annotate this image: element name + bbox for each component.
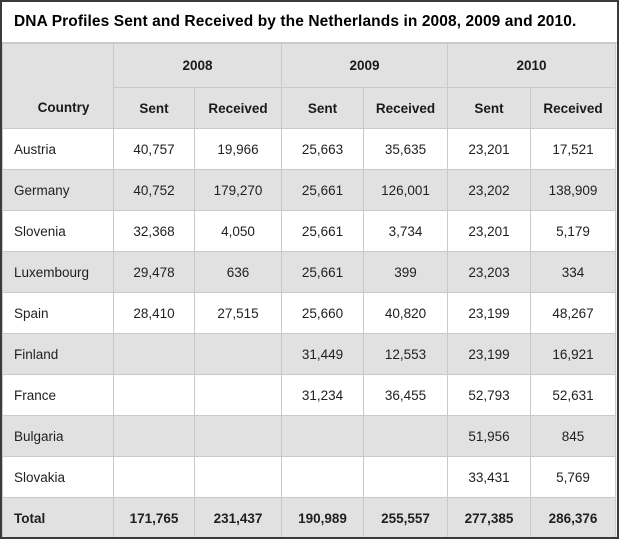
value-cell xyxy=(193,456,283,498)
value-cell: 27,515 xyxy=(193,292,283,334)
value-cell: 23,203 xyxy=(447,251,532,293)
table-row-slovenia: Slovenia 32,368 4,050 25,661 3,734 23,201 5,17… xyxy=(2,210,617,252)
value-cell: 255,557 xyxy=(363,497,449,537)
value-cell: 32,368 xyxy=(113,210,195,252)
value-cell xyxy=(363,415,449,457)
value-cell xyxy=(113,333,195,375)
value-cell: 12,553 xyxy=(363,333,449,375)
value-cell: 286,376 xyxy=(530,497,617,537)
value-cell: 31,234 xyxy=(281,374,365,416)
table-row-austria: Austria 40,757 19,966 25,663 35,635 23,201 17,… xyxy=(2,128,617,170)
sent-header-2008: Sent xyxy=(113,87,195,129)
value-cell: 23,202 xyxy=(447,169,532,211)
received-header-2008: Received xyxy=(193,87,283,129)
table-row-germany: Germany 40,752 179,270 25,661 126,001 23,202 1… xyxy=(2,169,617,211)
year-header-row: Country 2008 2009 2010 xyxy=(2,43,617,129)
value-cell: 17,521 xyxy=(530,128,617,170)
value-cell: 636 xyxy=(193,251,283,293)
value-cell: 4,050 xyxy=(193,210,283,252)
value-cell: 33,431 xyxy=(447,456,532,498)
value-cell: 5,179 xyxy=(530,210,617,252)
country-cell: Germany xyxy=(2,169,114,211)
value-cell: 399 xyxy=(363,251,449,293)
value-cell: 40,820 xyxy=(363,292,449,334)
value-cell xyxy=(193,415,283,457)
value-cell xyxy=(193,374,283,416)
value-cell: 23,201 xyxy=(447,128,532,170)
year-header-2010: 2010 xyxy=(447,43,617,88)
value-cell: 23,201 xyxy=(447,210,532,252)
table-row-total: Total 171,765 231,437 190,989 255,557 277,385… xyxy=(2,497,617,537)
value-cell: 25,661 xyxy=(281,251,365,293)
table-row-slovakia: Slovakia 33,431 5,769 xyxy=(2,456,617,498)
value-cell: 35,635 xyxy=(363,128,449,170)
value-cell xyxy=(113,456,195,498)
sub-header-row: Sent Received Sent Received Sent Receive… xyxy=(3,87,617,129)
value-cell: 138,909 xyxy=(530,169,617,211)
country-cell: Slovakia xyxy=(2,456,114,498)
value-cell: 52,631 xyxy=(530,374,617,416)
value-cell: 3,734 xyxy=(363,210,449,252)
value-cell: 171,765 xyxy=(113,497,195,537)
country-cell: Finland xyxy=(2,333,114,375)
dna-profiles-table: Country 2008 2009 2010 Sent Received Sen… xyxy=(2,43,617,537)
country-column-header: Country xyxy=(2,43,114,129)
value-cell: 231,437 xyxy=(193,497,283,537)
country-cell: Luxembourg xyxy=(2,251,114,293)
value-cell xyxy=(281,415,365,457)
country-cell: France xyxy=(2,374,114,416)
value-cell: 19,966 xyxy=(193,128,283,170)
value-cell: 25,661 xyxy=(281,169,365,211)
received-header-2010: Received xyxy=(530,87,617,129)
value-cell: 36,455 xyxy=(363,374,449,416)
value-cell: 334 xyxy=(530,251,617,293)
value-cell: 16,921 xyxy=(530,333,617,375)
country-cell: Slovenia xyxy=(2,210,114,252)
country-cell: Bulgaria xyxy=(2,415,114,457)
value-cell: 48,267 xyxy=(530,292,617,334)
value-cell: 277,385 xyxy=(447,497,532,537)
year-header-2009: 2009 xyxy=(281,43,449,88)
table-row-bulgaria: Bulgaria 51,956 845 xyxy=(2,415,617,457)
country-cell: Spain xyxy=(2,292,114,334)
value-cell: 5,769 xyxy=(530,456,617,498)
year-header-2008: 2008 xyxy=(112,43,283,88)
value-cell: 23,199 xyxy=(447,292,532,334)
value-cell: 190,989 xyxy=(281,497,365,537)
value-cell xyxy=(113,415,195,457)
page-title: DNA Profiles Sent and Received by the Ne… xyxy=(2,2,617,43)
value-cell: 28,410 xyxy=(113,292,195,334)
value-cell: 40,752 xyxy=(113,169,195,211)
value-cell: 31,449 xyxy=(281,333,365,375)
value-cell: 29,478 xyxy=(113,251,195,293)
table-row-spain: Spain 28,410 27,515 25,660 40,820 23,199 48,26… xyxy=(2,292,617,334)
value-cell: 126,001 xyxy=(363,169,449,211)
received-header-2009: Received xyxy=(363,87,449,129)
sent-header-2010: Sent xyxy=(447,87,532,129)
value-cell: 25,661 xyxy=(281,210,365,252)
table-row-france: France 31,234 36,455 52,793 52,631 xyxy=(2,374,617,416)
value-cell xyxy=(281,456,365,498)
value-cell: 179,270 xyxy=(193,169,283,211)
value-cell: 25,660 xyxy=(281,292,365,334)
value-cell xyxy=(363,456,449,498)
value-cell xyxy=(113,374,195,416)
country-cell: Total xyxy=(2,497,114,537)
sent-header-2009: Sent xyxy=(281,87,365,129)
value-cell: 52,793 xyxy=(447,374,532,416)
value-cell: 845 xyxy=(530,415,617,457)
value-cell xyxy=(193,333,283,375)
value-cell: 23,199 xyxy=(447,333,532,375)
table-row-finland: Finland 31,449 12,553 23,199 16,921 xyxy=(2,333,617,375)
value-cell: 51,956 xyxy=(447,415,532,457)
country-cell: Austria xyxy=(2,128,114,170)
value-cell: 40,757 xyxy=(113,128,195,170)
table-row-luxembourg: Luxembourg 29,478 636 25,661 399 23,203 334 xyxy=(2,251,617,293)
value-cell: 25,663 xyxy=(281,128,365,170)
table-body: Austria 40,757 19,966 25,663 35,635 23,201 17,… xyxy=(2,128,617,537)
